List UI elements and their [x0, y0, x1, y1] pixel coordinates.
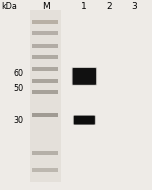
Bar [32, 90, 58, 94]
Bar [30, 10, 61, 182]
FancyBboxPatch shape [73, 68, 96, 85]
Text: M: M [42, 2, 49, 11]
Text: 60: 60 [14, 69, 24, 78]
Text: 1: 1 [81, 2, 86, 11]
Text: 50: 50 [13, 84, 24, 93]
FancyBboxPatch shape [73, 115, 96, 125]
Text: 30: 30 [14, 116, 24, 125]
Bar [32, 67, 58, 71]
Bar [32, 31, 58, 35]
Text: 2: 2 [107, 2, 112, 11]
FancyBboxPatch shape [73, 116, 95, 125]
Text: kDa: kDa [1, 2, 17, 11]
FancyBboxPatch shape [74, 116, 95, 124]
Bar [32, 113, 58, 117]
Bar [32, 44, 58, 48]
FancyBboxPatch shape [72, 67, 97, 86]
Bar [32, 79, 58, 83]
FancyBboxPatch shape [72, 68, 97, 85]
Bar [32, 168, 58, 172]
Bar [32, 151, 58, 155]
Bar [32, 55, 58, 59]
Bar [32, 20, 58, 24]
Text: 3: 3 [131, 2, 137, 11]
